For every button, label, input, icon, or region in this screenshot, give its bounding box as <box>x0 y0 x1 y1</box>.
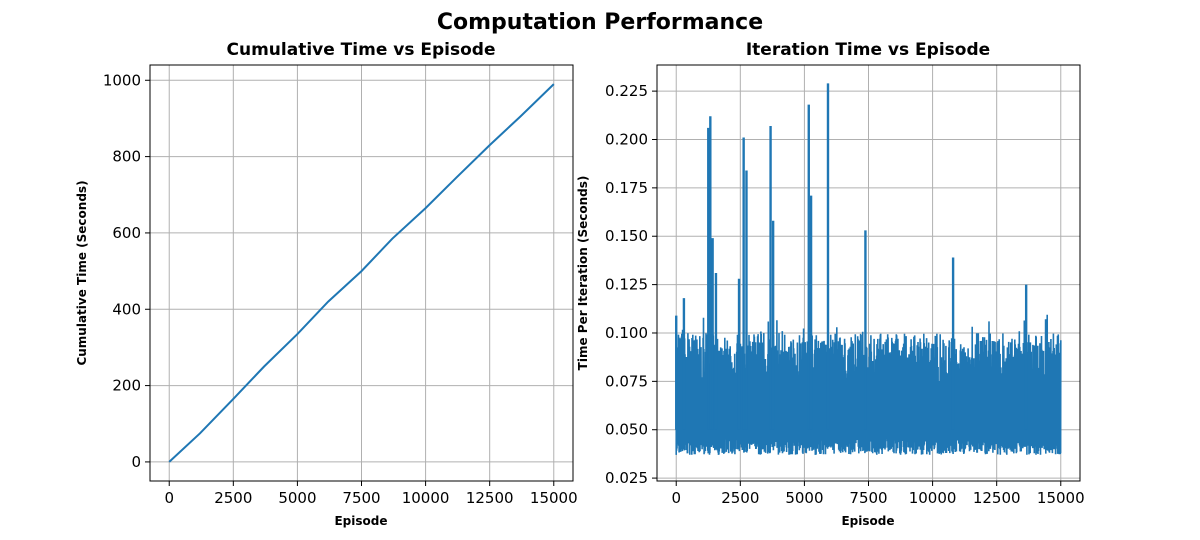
y-tick-label: 0.200 <box>605 130 648 148</box>
x-tick-label: 15000 <box>1037 489 1085 507</box>
y-tick-label: 1000 <box>103 71 141 89</box>
x-tick-label: 7500 <box>849 489 887 507</box>
x-tick-label: 12500 <box>973 489 1021 507</box>
y-tick-label: 0.100 <box>605 324 648 342</box>
x-tick-label: 5000 <box>278 489 316 507</box>
grid <box>150 65 573 481</box>
series-line <box>675 314 1062 455</box>
series <box>168 83 555 463</box>
y-axis-label: Cumulative Time (Seconds) <box>75 180 89 365</box>
y-tick-label: 400 <box>112 300 141 318</box>
y-tick-label: 0.025 <box>605 469 648 487</box>
y-tick-label: 0.225 <box>605 82 648 100</box>
x-tick-label: 2500 <box>721 489 759 507</box>
series-line <box>168 83 555 463</box>
y-tick-label: 0.075 <box>605 372 648 390</box>
x-tick-label: 7500 <box>342 489 380 507</box>
ticks: 0 2500 5000 7500 10000 12500 15000 0.025 0.050 0.… <box>605 82 1085 507</box>
chart-cumulative-time: Cumulative Time vs Episode 0 2500 5000 7500… <box>75 40 578 528</box>
x-tick-label: 15000 <box>530 489 578 507</box>
x-tick-label: 12500 <box>466 489 514 507</box>
y-tick-label: 0.175 <box>605 179 648 197</box>
x-tick-label: 0 <box>671 489 681 507</box>
x-tick-label: 5000 <box>785 489 823 507</box>
figure-title: Computation Performance <box>437 10 763 35</box>
x-axis-label: Episode <box>841 514 894 528</box>
y-tick-label: 0 <box>131 453 141 471</box>
chart-title: Cumulative Time vs Episode <box>227 40 496 60</box>
ticks: 0 2500 5000 7500 10000 12500 15000 0 200 400 600 80… <box>103 71 578 507</box>
y-tick-label: 0.050 <box>605 421 648 439</box>
y-tick-label: 200 <box>112 377 141 395</box>
chart-iteration-time: Iteration Time vs Episode 0 2500 5000 7500 1… <box>576 40 1085 528</box>
y-tick-label: 0.125 <box>605 276 648 294</box>
x-tick-label: 0 <box>164 489 174 507</box>
y-tick-label: 0.150 <box>605 227 648 245</box>
x-axis-label: Episode <box>334 514 387 528</box>
x-tick-label: 2500 <box>214 489 252 507</box>
x-tick-label: 10000 <box>402 489 450 507</box>
y-axis-label: Time Per Iteration (Seconds) <box>576 176 590 371</box>
y-tick-label: 800 <box>112 148 141 166</box>
chart-title: Iteration Time vs Episode <box>746 40 990 60</box>
series <box>675 83 1062 455</box>
x-tick-label: 10000 <box>909 489 957 507</box>
y-tick-label: 600 <box>112 224 141 242</box>
